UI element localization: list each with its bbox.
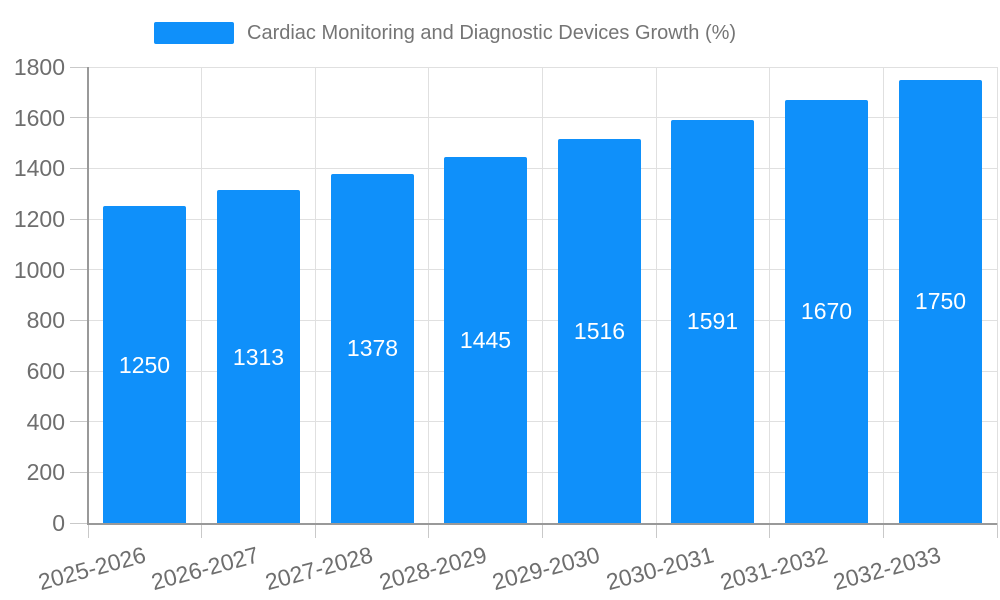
x-axis-tick: [428, 523, 430, 538]
bar[interactable]: [331, 173, 414, 523]
x-axis-label: 2030-2031: [603, 541, 717, 596]
y-axis-tick: [70, 421, 88, 423]
y-axis-label: 1800: [13, 54, 65, 80]
y-axis-label: 0: [52, 510, 65, 536]
x-axis-label: 2031-2032: [716, 541, 830, 596]
x-gridline: [769, 67, 771, 523]
bar-value-label: 1250: [118, 352, 171, 378]
legend-item[interactable]: Cardiac Monitoring and Diagnostic Device…: [154, 22, 736, 44]
x-gridline: [428, 67, 430, 523]
bar[interactable]: [671, 119, 754, 523]
x-gridline: [314, 67, 316, 523]
y-axis-label: 1200: [13, 206, 65, 232]
x-axis-tick: [314, 523, 316, 538]
bar[interactable]: [785, 99, 868, 523]
bar[interactable]: [899, 79, 982, 523]
y-axis-label: 1000: [13, 256, 65, 283]
x-axis-label: 2029-2030: [489, 541, 603, 596]
x-gridline: [542, 67, 543, 523]
x-gridline: [655, 67, 657, 523]
y-axis-label: 800: [26, 307, 65, 334]
x-axis-label: 2028-2029: [376, 541, 490, 596]
y-axis-tick: [70, 269, 88, 271]
x-gridline: [996, 67, 998, 523]
bar-value-label: 1516: [573, 318, 626, 344]
legend-label: Cardiac Monitoring and Diagnostic Device…: [247, 22, 737, 44]
x-axis-tick: [201, 523, 203, 538]
y-axis-tick: [70, 117, 88, 119]
x-axis-label: 2025-2026: [35, 541, 149, 596]
bar-value-label: 1313: [232, 344, 285, 370]
bar-value-label: 1378: [346, 335, 399, 361]
y-axis-label: 200: [26, 459, 65, 486]
bar[interactable]: [444, 156, 527, 523]
y-axis-tick: [70, 471, 88, 473]
x-axis-tick: [655, 523, 657, 538]
y-axis-tick: [70, 370, 88, 372]
y-axis-tick: [70, 167, 88, 169]
bar[interactable]: [103, 206, 186, 523]
y-axis-label: 400: [26, 408, 65, 435]
bar[interactable]: [558, 138, 641, 523]
x-gridline: [201, 67, 203, 523]
bar-value-label: 1591: [686, 308, 739, 334]
x-axis-tick: [542, 523, 543, 538]
bar-value-label: 1445: [459, 327, 512, 353]
y-axis-tick: [70, 319, 88, 321]
x-axis-tick: [769, 523, 771, 538]
y-axis-label: 600: [26, 358, 65, 384]
y-axis-tick: [70, 66, 88, 68]
x-axis-tick: [87, 523, 89, 538]
x-axis-label: 2032-2033: [830, 541, 944, 596]
bar-value-label: 1750: [914, 288, 967, 314]
y-axis-label: 1400: [13, 155, 65, 182]
y-axis-label: 1600: [13, 104, 65, 131]
x-axis-tick: [882, 523, 884, 538]
y-axis-tick: [70, 218, 88, 220]
y-axis-line: [87, 67, 89, 523]
y-axis-tick: [70, 522, 88, 524]
x-axis-label: 2026-2027: [148, 541, 262, 596]
x-axis-tick: [996, 523, 998, 538]
bar-value-label: 1670: [800, 298, 853, 324]
legend-swatch: [154, 22, 234, 44]
x-axis-line: [87, 523, 997, 525]
x-axis-label: 2027-2028: [262, 541, 376, 596]
x-gridline: [882, 67, 884, 523]
bar[interactable]: [217, 190, 300, 523]
